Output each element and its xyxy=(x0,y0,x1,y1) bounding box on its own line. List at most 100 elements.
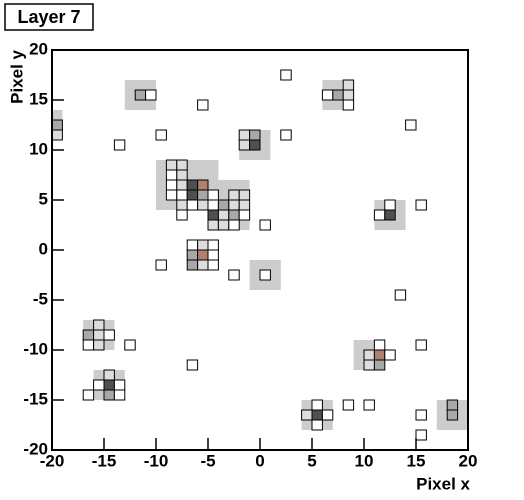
x-tick-label: 20 xyxy=(459,451,478,470)
pixel-hit xyxy=(186,199,199,211)
pixel-hit xyxy=(155,259,167,271)
pixel-hit xyxy=(165,179,178,191)
y-tick-label: 20 xyxy=(29,39,48,58)
x-tick-label: 5 xyxy=(307,451,316,470)
pixel-hit xyxy=(113,389,126,401)
pixel-hit xyxy=(165,159,178,171)
pixel-hit xyxy=(186,359,199,371)
pixel-hit xyxy=(384,209,396,221)
pixel-hit xyxy=(415,339,427,351)
pixel-hit xyxy=(186,189,199,201)
pixel-hit xyxy=(207,259,219,271)
pixel-hit xyxy=(207,189,219,201)
pixel-hit xyxy=(176,209,188,221)
pixel-hit xyxy=(228,219,240,231)
y-tick-label: -20 xyxy=(23,439,48,458)
pixel-hit xyxy=(197,249,209,261)
pixel-hit xyxy=(186,239,199,251)
y-tick-label: 5 xyxy=(39,189,48,208)
pixel-hit xyxy=(394,289,407,301)
pixel-hit xyxy=(228,189,240,201)
pixel-hit xyxy=(103,379,115,391)
pixel-hit xyxy=(155,129,167,141)
pixel-hit xyxy=(311,399,323,411)
y-axis-title: Pixel y xyxy=(7,49,26,103)
pixel-hit xyxy=(446,409,459,421)
pixel-hit xyxy=(280,69,292,81)
x-tick-label: -10 xyxy=(144,451,169,470)
pixel-hit xyxy=(415,429,427,441)
pixel-hit xyxy=(176,189,188,201)
pixel-hit xyxy=(103,329,115,341)
pixel-hit xyxy=(228,199,240,211)
pixel-hit xyxy=(207,239,219,251)
pixel-hit xyxy=(280,129,292,141)
y-tick-label: -10 xyxy=(23,339,48,358)
pixel-hit xyxy=(363,349,375,361)
y-tick-label: 10 xyxy=(29,139,48,158)
pixel-hit xyxy=(238,199,251,211)
pixel-hit xyxy=(197,239,209,251)
pixel-hit xyxy=(93,339,105,351)
pixel-hit xyxy=(238,189,251,201)
pixel-hit xyxy=(446,399,459,411)
pixel-hit xyxy=(197,99,209,111)
pixel-hit xyxy=(373,349,386,361)
pixel-hit xyxy=(207,219,219,231)
x-tick-label: 0 xyxy=(255,451,264,470)
pixel-hit xyxy=(373,359,386,371)
pixel-hit xyxy=(165,189,178,201)
pixel-hit xyxy=(249,129,261,141)
pixel-hit xyxy=(342,79,355,91)
pixel-hit xyxy=(103,389,115,401)
pixel-hit xyxy=(373,209,386,221)
pixel-hit xyxy=(301,409,313,421)
pixel-hit xyxy=(363,359,375,371)
plot-area: -20 -15 -10 -5 0 5 10 15 20 -20 -15 -10 -5 0 5 10 15 20 xyxy=(23,39,477,470)
chart-title: Layer 7 xyxy=(17,7,80,27)
pixel-hit xyxy=(103,369,115,381)
pixel-hit xyxy=(415,409,427,421)
pixel-hit xyxy=(51,119,63,131)
pixel-hit xyxy=(207,209,219,221)
pixel-hit xyxy=(217,199,230,211)
pixel-hit xyxy=(228,209,240,221)
y-tick-label: 15 xyxy=(29,89,48,108)
x-tick-label: -20 xyxy=(40,451,65,470)
pixel-hit xyxy=(238,129,251,141)
pixel-hit xyxy=(197,259,209,271)
pixel-hit xyxy=(51,129,63,141)
pixel-hit xyxy=(384,349,396,361)
pixel-hit xyxy=(197,179,209,191)
y-tick-label: -15 xyxy=(23,389,48,408)
pixel-hit xyxy=(93,329,105,341)
pixel-hit xyxy=(415,199,427,211)
pixel-hit xyxy=(249,139,261,151)
pixel-hit xyxy=(311,409,323,421)
pixel-hit xyxy=(134,89,147,101)
pixel-hit xyxy=(145,89,157,101)
pixel-hit xyxy=(342,99,355,111)
y-tick-label: 0 xyxy=(39,239,48,258)
pixel-hit xyxy=(176,169,188,181)
pixel-hit xyxy=(342,399,355,411)
x-tick-label: 10 xyxy=(355,451,374,470)
pixel-hit xyxy=(217,219,230,231)
pixel-hit xyxy=(332,89,344,101)
pixel-hit xyxy=(321,89,334,101)
pixel-hit xyxy=(124,339,136,351)
pixel-hit xyxy=(373,339,386,351)
pixel-hit xyxy=(217,209,230,221)
pixel-hit xyxy=(186,249,199,261)
x-tick-label: -5 xyxy=(200,451,215,470)
pixel-hit xyxy=(238,139,251,151)
pixel-hit xyxy=(82,339,95,351)
pixel-hit xyxy=(186,179,199,191)
pixel-hit xyxy=(113,139,126,151)
pixel-hit xyxy=(176,159,188,171)
pixel-hit xyxy=(311,419,323,431)
pixel-hit xyxy=(93,319,105,331)
pixel-hit xyxy=(321,409,334,421)
pixel-hit xyxy=(342,89,355,101)
x-tick-label: 15 xyxy=(407,451,426,470)
